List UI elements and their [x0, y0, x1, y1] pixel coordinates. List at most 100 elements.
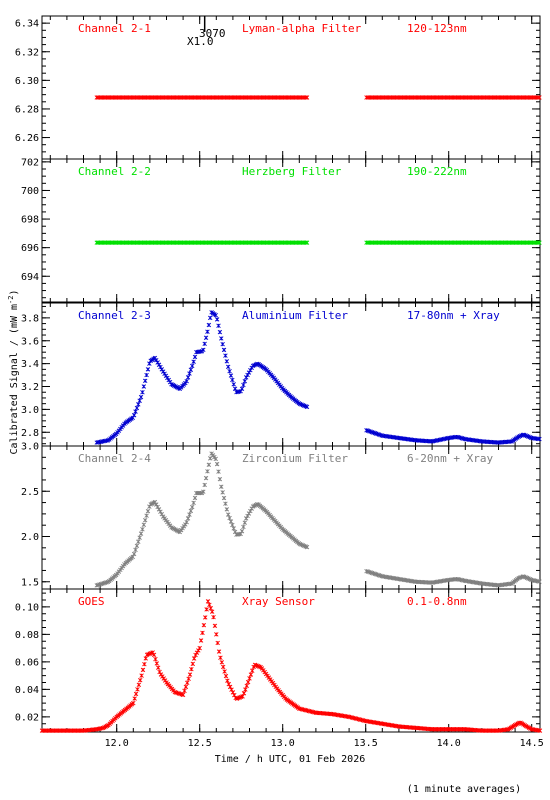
data-point	[142, 661, 147, 667]
data-point	[231, 526, 236, 531]
data-point	[138, 531, 144, 536]
data-point	[225, 678, 230, 683]
data-point	[224, 359, 230, 364]
data-point	[131, 413, 137, 418]
panel-frame	[41, 158, 541, 303]
data-point	[134, 405, 140, 411]
data-point	[180, 692, 186, 698]
data-point	[143, 656, 148, 661]
data-point	[218, 655, 223, 660]
data-point	[220, 664, 226, 670]
data-point	[239, 529, 245, 534]
data-point	[216, 649, 222, 654]
data-point	[245, 679, 251, 685]
data-point	[223, 673, 229, 679]
data-point	[182, 688, 187, 694]
y-tick-label: 2.8	[21, 428, 39, 439]
data-point	[187, 512, 192, 517]
data-point	[141, 384, 147, 389]
panel-4: 1.5 2.0 2.5 3.0 Channel 2-4 Zirconium Filter 6…	[21, 442, 542, 590]
data-point	[133, 547, 138, 553]
data-point	[221, 495, 227, 501]
x-tick-label: 13.0	[271, 738, 295, 749]
y-tick-label: 700	[21, 186, 39, 197]
data-point	[217, 476, 223, 482]
data-point	[137, 535, 142, 540]
data-point	[192, 495, 198, 501]
data-point	[241, 524, 246, 530]
marker-label-class: X1.0	[187, 35, 214, 48]
filter-label: Herzberg Filter	[242, 165, 342, 178]
x-axis-label: Time / h UTC, 01 Feb 2026	[215, 754, 366, 765]
data-point	[151, 652, 157, 658]
data-point	[191, 656, 197, 661]
data-point	[243, 687, 248, 692]
data-point	[138, 394, 144, 400]
data-point	[239, 386, 245, 392]
data-point	[185, 516, 191, 521]
data-point	[144, 372, 149, 378]
data-point	[144, 513, 149, 518]
data-point	[216, 469, 221, 474]
data-point	[219, 660, 225, 665]
data-point	[142, 378, 148, 384]
y-tick-label: 6.30	[15, 76, 39, 87]
data-point	[244, 683, 249, 689]
data-point	[153, 656, 158, 662]
y-tick-label: 6.28	[15, 104, 39, 115]
data-point	[155, 665, 161, 670]
data-point	[213, 312, 218, 318]
data-point	[248, 672, 254, 677]
data-point	[219, 484, 224, 489]
data-point	[135, 687, 140, 692]
channel-label: Channel 2-4	[78, 452, 151, 465]
data-point	[220, 490, 225, 495]
channel-label: Channel 2-3	[78, 309, 151, 322]
data-point	[132, 696, 137, 701]
data-point	[140, 667, 146, 673]
data-point	[134, 543, 140, 549]
data-point	[200, 630, 205, 636]
data-point	[207, 602, 212, 608]
data-point	[304, 544, 310, 550]
data-point	[186, 676, 191, 682]
data-point	[141, 522, 147, 527]
data-point	[190, 504, 195, 510]
data-point	[537, 95, 542, 100]
data-point	[201, 622, 207, 628]
data-point	[145, 508, 151, 514]
band-label: 17-80nm + Xray	[407, 309, 500, 322]
data-point	[222, 669, 227, 674]
data-point	[221, 347, 227, 353]
y-tick-label: 0.04	[15, 685, 39, 696]
y-tick-label: 6.34	[15, 19, 39, 30]
data-point	[190, 661, 196, 667]
data-point	[203, 475, 209, 481]
data-series	[39, 599, 543, 733]
data-series	[94, 240, 542, 245]
panel-frame	[41, 588, 541, 733]
data-point	[190, 363, 195, 369]
data-point	[228, 373, 234, 378]
band-label: 0.1-0.8nm	[407, 595, 467, 608]
data-series	[94, 451, 542, 588]
y-tick-label: 694	[21, 272, 39, 283]
averaging-footnote: (1 minute averages)	[407, 784, 521, 795]
y-axis-label: Calibrated Signal / (mW m-2)	[7, 290, 20, 455]
x-tick-label: 12.0	[105, 738, 129, 749]
channel-label: GOES	[78, 595, 105, 608]
data-point	[201, 489, 206, 494]
data-point	[191, 500, 196, 506]
data-point	[137, 398, 142, 403]
y-tick-label: 0.08	[15, 630, 39, 641]
data-point	[242, 378, 248, 384]
data-point	[230, 377, 235, 383]
panels-group: 6.26 6.28 6.30 6.32 6.34 Channel 2-1 Lyman-alp…	[15, 15, 544, 749]
data-point	[133, 691, 139, 697]
data-point	[242, 520, 248, 525]
data-point	[304, 240, 310, 245]
marker-label-number: 3070	[199, 27, 226, 40]
data-point	[131, 700, 136, 706]
y-tick-label: 0.06	[15, 657, 39, 668]
